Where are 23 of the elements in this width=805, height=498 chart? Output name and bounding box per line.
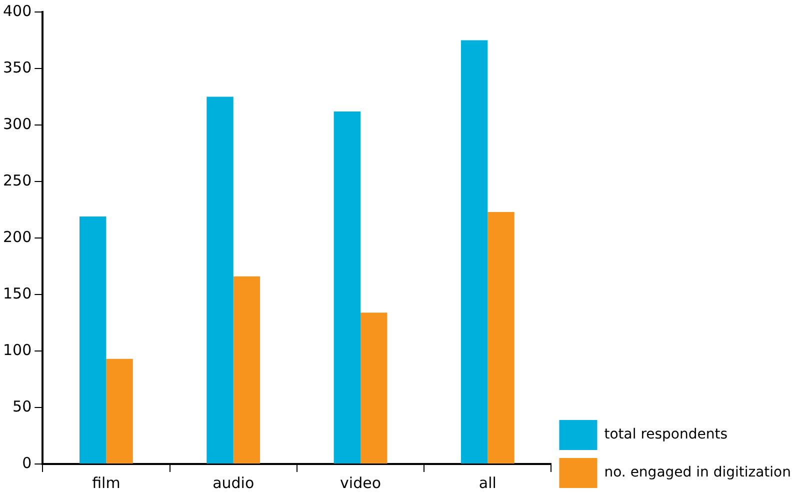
bar bbox=[334, 111, 361, 464]
x-tick-label: audio bbox=[212, 474, 254, 492]
y-tick-label: 200 bbox=[2, 228, 32, 246]
legend-label: no. engaged in digitization bbox=[604, 464, 792, 481]
y-tick-label: 50 bbox=[12, 397, 32, 416]
bar bbox=[206, 96, 234, 464]
bar bbox=[106, 358, 133, 464]
y-tick-label: 350 bbox=[2, 58, 32, 76]
y-tick-label: 0 bbox=[22, 454, 32, 472]
bar bbox=[460, 40, 488, 464]
x-tick-label: film bbox=[92, 474, 120, 492]
y-tick-label: 150 bbox=[2, 284, 32, 302]
bar bbox=[233, 276, 260, 464]
bar bbox=[80, 216, 106, 464]
legend-label: total respondents bbox=[604, 426, 728, 443]
bar bbox=[488, 212, 514, 464]
y-tick-label: 400 bbox=[2, 2, 32, 20]
bar bbox=[360, 312, 388, 464]
y-tick-label: 100 bbox=[2, 340, 32, 359]
y-tick-label: 250 bbox=[2, 171, 32, 190]
x-tick-label: all bbox=[478, 474, 496, 492]
y-tick-label: 300 bbox=[2, 114, 32, 133]
x-tick-label: video bbox=[340, 474, 381, 492]
